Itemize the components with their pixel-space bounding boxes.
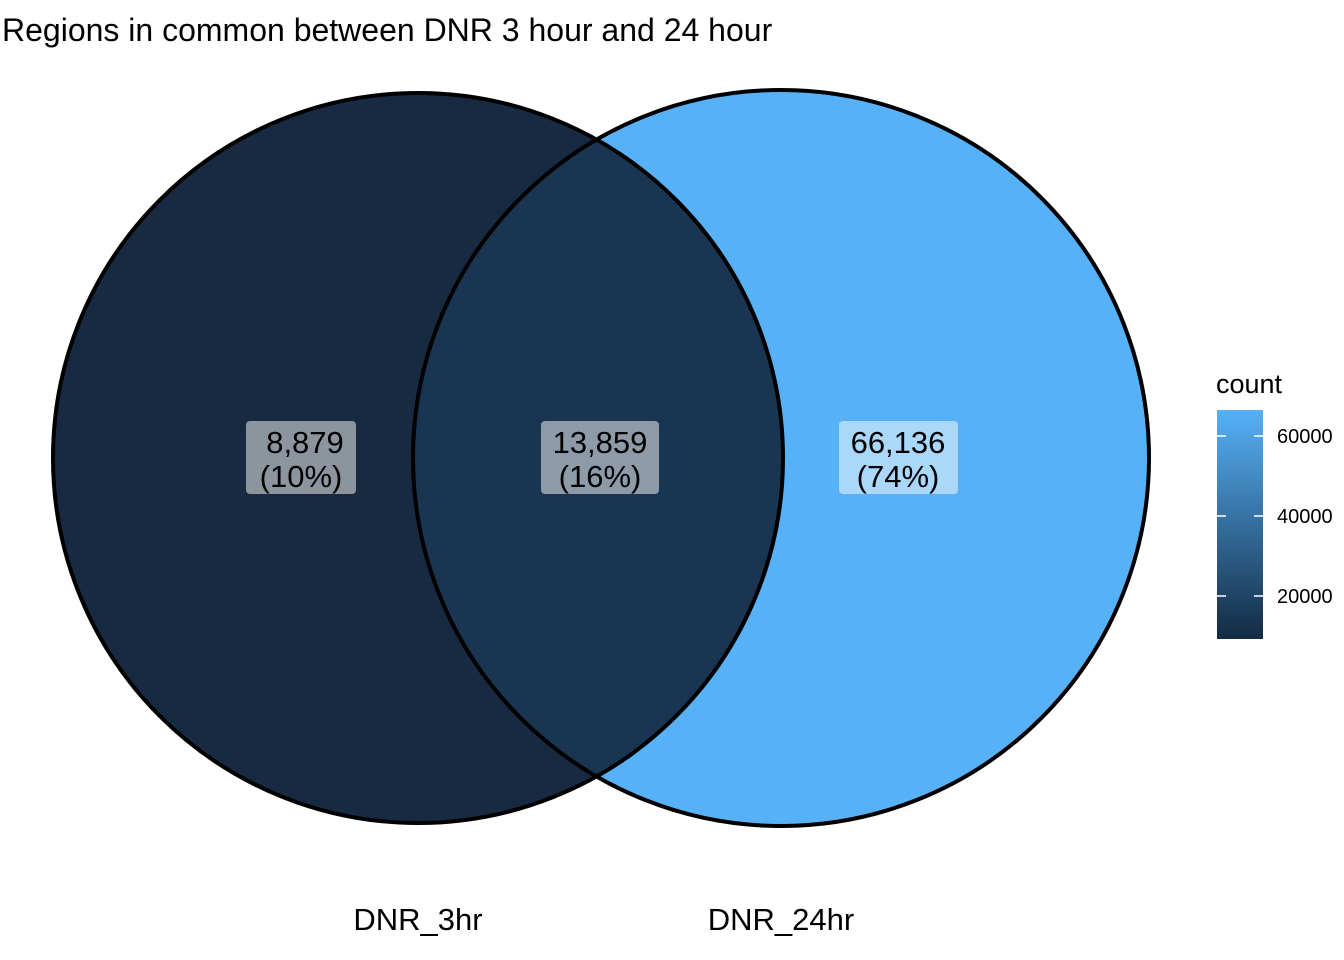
legend-title: count [1216, 369, 1283, 399]
legend-tick-60000: 60000 [1217, 426, 1333, 448]
legend-tick-label: 20000 [1277, 586, 1333, 608]
region-count: 66,136 [851, 425, 946, 460]
region-percent: (16%) [559, 459, 642, 494]
region-percent: (74%) [857, 459, 940, 494]
legend-tick-40000: 40000 [1217, 506, 1333, 528]
set-label-dnr-3hr: DNR_3hr [353, 902, 482, 937]
dnr-3hr-outline [51, 91, 785, 825]
region-label-dnr-3hr-only: 8,879 (10%) [246, 421, 356, 494]
region-label-intersection: 13,859 (16%) [541, 421, 659, 494]
region-count: 13,859 [553, 425, 648, 460]
region-label-dnr-24hr-only: 66,136 (74%) [839, 421, 958, 494]
legend-tick-label: 40000 [1277, 506, 1333, 528]
legend-colorbar [1217, 410, 1263, 639]
region-percent: (10%) [260, 459, 343, 494]
chart-title: Regions in common between DNR 3 hour and… [2, 12, 773, 48]
dnr-24hr-outline [411, 88, 1151, 828]
color-legend: count 20000 40000 60000 [1216, 369, 1333, 639]
legend-tick-label: 60000 [1277, 426, 1333, 448]
legend-tick-20000: 20000 [1217, 586, 1333, 608]
set-label-dnr-24hr: DNR_24hr [708, 902, 854, 937]
region-count: 8,879 [266, 425, 344, 460]
